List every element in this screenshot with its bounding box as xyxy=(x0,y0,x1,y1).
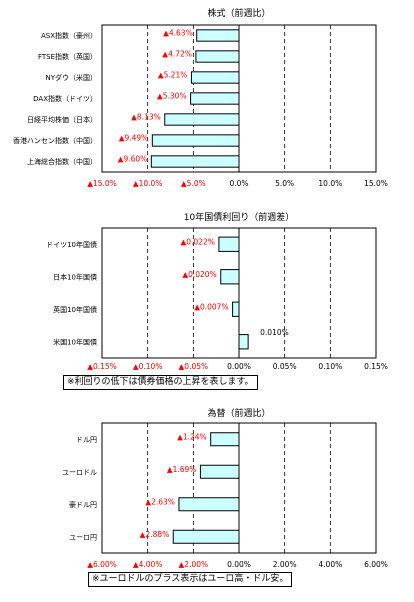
value-label-1-3: 0.010% xyxy=(260,328,289,337)
tick-label-0-2: ▲5.0% xyxy=(181,179,206,188)
category-label-0-2: NYダウ（米国） xyxy=(45,73,97,82)
bar-2-2 xyxy=(178,497,240,512)
category-label-2-0: ドル円 xyxy=(76,436,97,444)
tick-label-1-6: 0.15% xyxy=(364,362,388,371)
tick-label-0-4: 5.0% xyxy=(275,179,294,188)
bar-1-1 xyxy=(220,269,240,285)
value-label-0-0: ▲4.63% xyxy=(163,29,193,38)
tick-label-0-6: 15.0% xyxy=(364,179,388,188)
category-label-1-2: 英国10年国債 xyxy=(53,305,97,314)
value-label-1-2: ▲0.007% xyxy=(194,302,228,311)
bar-0-0 xyxy=(196,29,240,42)
tick-label-0-0: ▲15.0% xyxy=(87,179,117,188)
value-label-2-0: ▲1.24% xyxy=(177,432,207,441)
tick-label-2-2: ▲2.00% xyxy=(179,560,209,569)
category-label-1-1: 日本10年国債 xyxy=(53,272,97,281)
value-label-2-2: ▲2.63% xyxy=(145,497,175,506)
bar-1-3 xyxy=(238,334,249,350)
note-bond: ※利回りの低下は債券価格の上昇を表します。 xyxy=(63,375,258,390)
tick-label-1-3: 0.00% xyxy=(227,362,251,371)
category-label-2-2: 豪ドル円 xyxy=(69,500,97,509)
tick-label-1-0: ▲0.15% xyxy=(87,362,117,371)
tick-label-2-6: 6.00% xyxy=(364,560,388,569)
tick-label-1-1: ▲0.10% xyxy=(133,362,163,371)
tick-label-1-4: 0.05% xyxy=(273,362,297,371)
value-label-0-4: ▲8.13% xyxy=(131,113,161,122)
tick-label-2-1: ▲4.00% xyxy=(133,560,163,569)
bar-0-3 xyxy=(190,92,240,105)
value-label-0-3: ▲5.30% xyxy=(157,92,187,101)
bar-1-0 xyxy=(218,236,240,252)
value-label-0-5: ▲9.49% xyxy=(119,134,149,143)
category-label-2-3: ユーロ円 xyxy=(69,533,97,541)
bar-1-2 xyxy=(232,301,240,317)
bar-0-4 xyxy=(164,113,240,126)
category-label-1-3: 米国10年国債 xyxy=(53,337,97,346)
value-label-0-2: ▲5.21% xyxy=(158,71,188,80)
bar-0-6 xyxy=(150,155,240,168)
value-label-2-1: ▲1.69% xyxy=(167,465,197,474)
category-label-0-6: 上海総合指数（中国） xyxy=(27,157,97,166)
chart-title-2: 為替（前週比） xyxy=(207,407,270,419)
category-label-1-0: ドイツ10年国債 xyxy=(46,240,97,249)
tick-label-2-5: 4.00% xyxy=(318,560,342,569)
category-label-0-3: DAX指数（ドイツ） xyxy=(33,94,97,103)
category-label-0-5: 香港ハンセン指数（中国） xyxy=(13,136,97,145)
bar-0-1 xyxy=(195,50,240,63)
category-label-0-1: FTSE指数（英国） xyxy=(38,52,97,61)
value-label-2-3: ▲2.88% xyxy=(140,530,170,539)
bar-2-3 xyxy=(172,529,240,544)
tick-label-2-0: ▲6.00% xyxy=(87,560,117,569)
chart-title-1: 10年国債利回り（前週差） xyxy=(184,211,294,223)
chart-title-0: 株式（前週比） xyxy=(207,7,270,19)
value-label-1-1: ▲0.020% xyxy=(182,270,216,279)
category-label-0-0: ASX指数（豪州） xyxy=(41,31,97,40)
tick-label-2-4: 2.00% xyxy=(273,560,297,569)
tick-label-0-1: ▲10.0% xyxy=(133,179,163,188)
tick-label-0-5: 10.0% xyxy=(318,179,342,188)
value-label-0-6: ▲9.60% xyxy=(118,155,148,164)
tick-label-2-3: 0.00% xyxy=(227,560,251,569)
value-label-1-0: ▲0.022% xyxy=(181,237,215,246)
bar-2-0 xyxy=(210,432,240,447)
tick-label-1-2: ▲0.05% xyxy=(179,362,209,371)
note-fx: ※ユーロドルのプラス表示はユーロ高・ドル安。 xyxy=(88,572,293,587)
value-label-0-1: ▲4.72% xyxy=(162,50,192,59)
category-label-0-4: 日経平均株価（日本） xyxy=(27,115,97,124)
bar-2-1 xyxy=(199,464,240,479)
category-label-2-1: ユーロドル xyxy=(62,468,97,476)
bar-0-5 xyxy=(151,134,240,147)
tick-label-0-3: 0.0% xyxy=(229,179,248,188)
tick-label-1-5: 0.10% xyxy=(318,362,342,371)
bar-0-2 xyxy=(190,71,240,84)
